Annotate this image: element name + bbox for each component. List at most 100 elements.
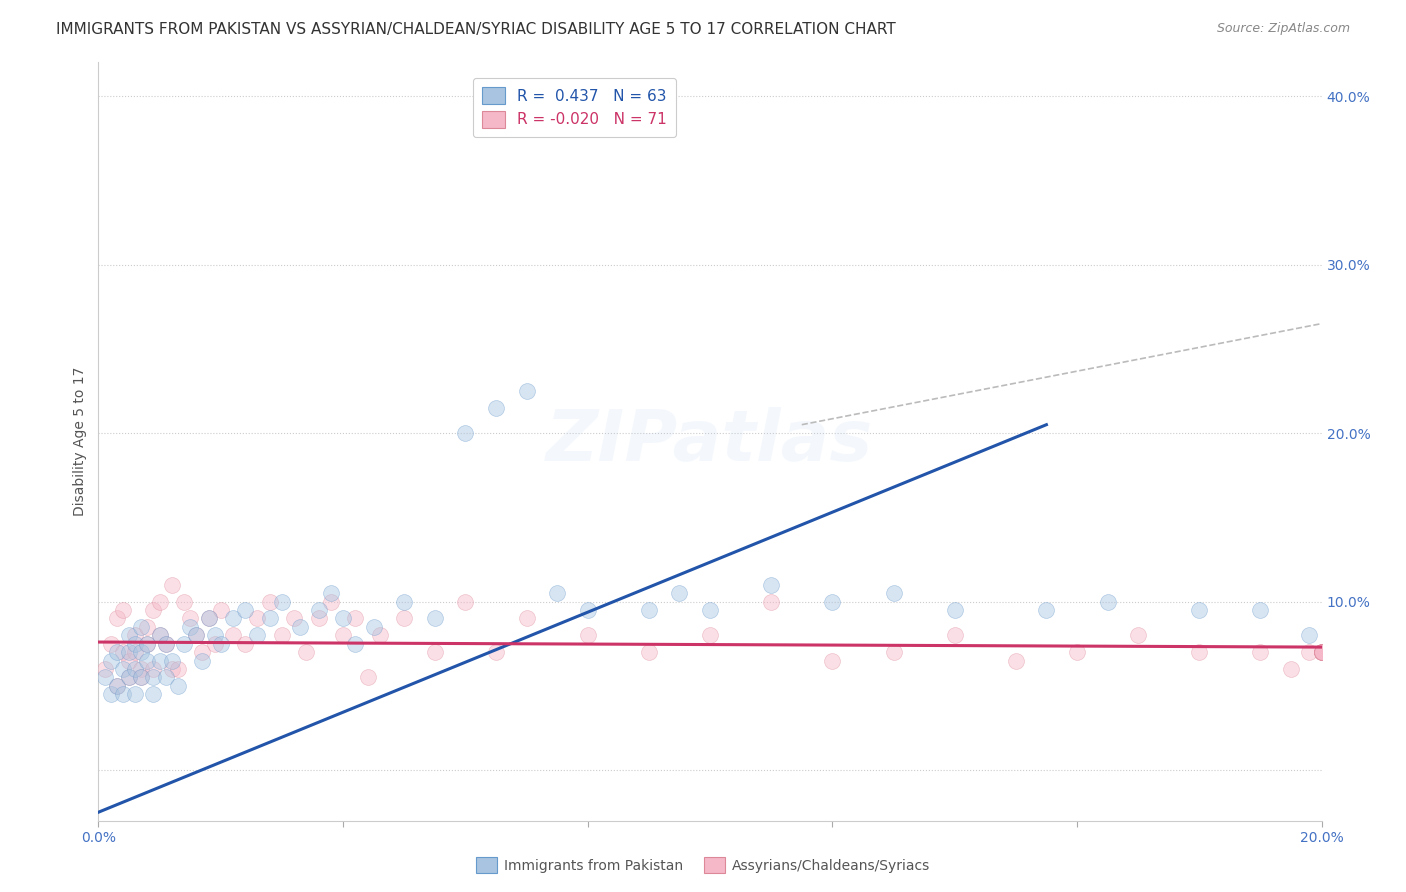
Point [1310, 645, 1333, 659]
Point [699, 628, 721, 642]
Point [124, 637, 146, 651]
Point [1310, 645, 1333, 659]
Point [1279, 662, 1302, 676]
Point [197, 611, 219, 625]
Point [1310, 645, 1333, 659]
Point [142, 603, 165, 617]
Text: IMMIGRANTS FROM PAKISTAN VS ASSYRIAN/CHALDEAN/SYRIAC DISABILITY AGE 5 TO 17 CORR: IMMIGRANTS FROM PAKISTAN VS ASSYRIAN/CHA… [56, 22, 896, 37]
Point [124, 687, 146, 701]
Point [149, 628, 172, 642]
Point [423, 611, 446, 625]
Point [179, 620, 201, 634]
Point [105, 679, 128, 693]
Point [111, 603, 134, 617]
Point [1310, 645, 1333, 659]
Point [105, 679, 128, 693]
Point [173, 637, 195, 651]
Point [319, 586, 342, 600]
Point [191, 654, 214, 668]
Point [1310, 645, 1333, 659]
Text: ZIPatlas: ZIPatlas [547, 407, 873, 476]
Point [516, 611, 538, 625]
Point [179, 611, 201, 625]
Point [118, 670, 141, 684]
Point [233, 637, 256, 651]
Point [576, 628, 599, 642]
Point [111, 645, 134, 659]
Point [392, 611, 416, 625]
Point [290, 620, 312, 634]
Point [155, 637, 177, 651]
Legend: Immigrants from Pakistan, Assyrians/Chaldeans/Syriacs: Immigrants from Pakistan, Assyrians/Chal… [471, 852, 935, 879]
Point [1310, 645, 1333, 659]
Point [173, 594, 195, 608]
Point [759, 594, 782, 608]
Point [129, 645, 152, 659]
Point [246, 628, 269, 642]
Point [246, 611, 269, 625]
Point [155, 637, 177, 651]
Point [454, 426, 477, 441]
Point [356, 670, 378, 684]
Point [100, 637, 122, 651]
Point [423, 645, 446, 659]
Point [93, 670, 115, 684]
Point [124, 628, 146, 642]
Point [668, 586, 690, 600]
Point [136, 654, 159, 668]
Point [167, 662, 190, 676]
Point [160, 578, 183, 592]
Point [759, 578, 782, 592]
Point [1298, 645, 1320, 659]
Point [546, 586, 568, 600]
Point [270, 628, 292, 642]
Point [576, 603, 599, 617]
Point [344, 637, 367, 651]
Point [454, 594, 477, 608]
Point [93, 662, 115, 676]
Point [186, 628, 208, 642]
Point [319, 594, 342, 608]
Point [105, 645, 128, 659]
Point [1310, 645, 1333, 659]
Point [186, 628, 208, 642]
Point [1249, 603, 1271, 617]
Point [129, 670, 152, 684]
Point [167, 679, 190, 693]
Point [136, 637, 159, 651]
Point [160, 654, 183, 668]
Point [259, 594, 281, 608]
Point [1310, 645, 1333, 659]
Point [155, 670, 177, 684]
Point [637, 603, 661, 617]
Point [821, 654, 844, 668]
Text: Source: ZipAtlas.com: Source: ZipAtlas.com [1216, 22, 1350, 36]
Point [149, 654, 172, 668]
Point [233, 603, 256, 617]
Point [118, 654, 141, 668]
Point [332, 611, 354, 625]
Point [1188, 603, 1211, 617]
Point [209, 603, 232, 617]
Point [149, 628, 172, 642]
Point [1128, 628, 1150, 642]
Point [118, 670, 141, 684]
Point [136, 620, 159, 634]
Point [111, 687, 134, 701]
Point [308, 603, 330, 617]
Point [363, 620, 385, 634]
Point [191, 645, 214, 659]
Point [100, 654, 122, 668]
Point [136, 637, 159, 651]
Point [1035, 603, 1057, 617]
Point [204, 637, 226, 651]
Point [197, 611, 219, 625]
Point [124, 662, 146, 676]
Point [129, 620, 152, 634]
Point [111, 662, 134, 676]
Point [209, 637, 232, 651]
Point [1249, 645, 1271, 659]
Point [1310, 645, 1333, 659]
Point [1004, 654, 1026, 668]
Point [129, 670, 152, 684]
